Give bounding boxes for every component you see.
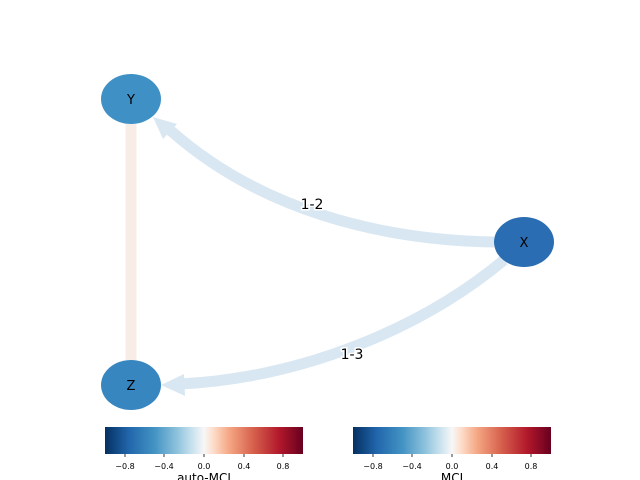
edge-x-z-arrowhead [161,374,185,396]
colorbar-mci-tick: 0.4 [486,462,499,471]
colorbar-mci-tick: 0.8 [525,462,538,471]
colorbar-auto-mci-tick: 0.0 [198,462,211,471]
colorbar-auto-mci-tick: 0.8 [277,462,290,471]
colorbar-auto-mci: −0.8 −0.4 0.0 0.4 0.8 auto-MCI [105,427,303,480]
edge-label-x-y: 1-2 [301,197,324,213]
node-z[interactable] [101,360,161,410]
colorbar-mci-tick: 0.0 [446,462,459,471]
colorbar-auto-mci-tick: −0.8 [115,462,134,471]
colorbar-auto-mci-label: auto-MCI [177,471,231,480]
colorbar-mci-label: MCI [441,471,463,480]
edge-x-y [166,125,495,248]
node-z-label: Z [127,379,136,394]
nodes: Y X Z [101,74,554,410]
colorbar-mci: −0.8 −0.4 0.0 0.4 0.8 MCI [353,427,551,480]
node-y-label: Y [126,93,135,108]
edges [125,117,508,396]
edge-x-y-arrowhead [153,117,177,139]
colorbar-auto-mci-tick: −0.4 [154,462,173,471]
colorbar-mci-tick: −0.4 [402,462,421,471]
edge-label-x-z: 1-3 [341,347,364,363]
node-x-label: X [520,236,529,251]
node-y[interactable] [101,74,161,124]
colorbar-mci-tick: −0.8 [363,462,382,471]
colorbar-mci-ticks [372,454,532,457]
colorbar-auto-mci-tick: 0.4 [238,462,251,471]
colorbar-auto-mci-gradient [105,427,303,454]
colorbar-mci-gradient [353,427,551,454]
edge-x-z [179,255,508,390]
node-x[interactable] [494,217,554,267]
colorbar-auto-mci-ticks [124,454,284,457]
